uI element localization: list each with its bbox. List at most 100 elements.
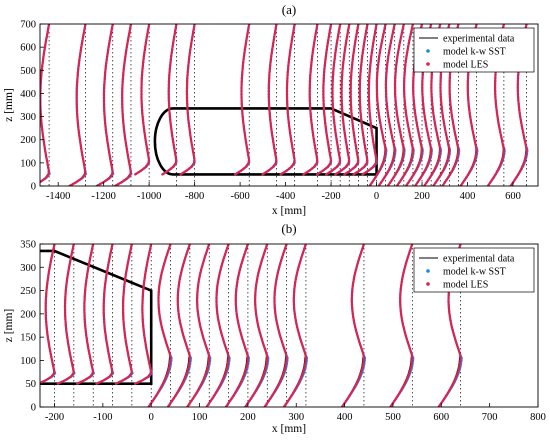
legend-swatch [426, 282, 430, 286]
profile-sst [389, 244, 415, 407]
profile-sst [282, 244, 309, 407]
profile-les [386, 24, 405, 186]
profile-les [134, 24, 151, 176]
x-tick-label: 0 [374, 191, 379, 202]
profile-sst [244, 244, 270, 407]
profile-les [205, 244, 230, 407]
x-tick-label: 0 [149, 412, 154, 423]
panel-b: (b) -200 -100 0 100 200 300 400 500 600 700 800 0 50 1… [3, 221, 546, 435]
profile-exp [341, 244, 365, 407]
y-tick-label: 200 [20, 309, 36, 320]
x-tick-label: -1000 [137, 191, 162, 202]
profile-les [179, 24, 196, 176]
profile-les [263, 244, 288, 407]
x-tick-label: 100 [192, 412, 208, 423]
y-tick-label: 500 [20, 66, 36, 77]
y-axis-label: z [mm] [3, 309, 15, 343]
x-tick-label: 800 [530, 412, 546, 423]
legend-box [413, 247, 535, 293]
profile-les [244, 244, 269, 407]
profile-les [325, 24, 342, 176]
profile-les [95, 24, 114, 186]
profile-les [334, 24, 351, 176]
y-tick-label: 400 [20, 89, 36, 100]
x-tick-label: -1400 [46, 191, 71, 202]
profile-les [261, 24, 278, 176]
panel-title: (a) [282, 2, 296, 17]
x-tick-label: 400 [460, 191, 476, 202]
legend-entry: experimental data [443, 34, 515, 45]
y-axis-label: z [mm] [3, 88, 15, 122]
profile-les [224, 244, 249, 407]
profile-les [166, 244, 191, 407]
x-tick-label: 600 [505, 191, 521, 202]
y-tick-label: 700 [20, 20, 36, 31]
y-tick-label: 250 [20, 286, 36, 297]
profile-les [377, 24, 396, 186]
y-tick-label: 200 [20, 135, 36, 146]
profile-les [352, 24, 369, 176]
profile-les [95, 244, 114, 385]
x-tick-label: 300 [288, 412, 304, 423]
profile-exp [167, 244, 191, 407]
x-tick-label: -600 [230, 191, 249, 202]
profile-les [282, 244, 308, 407]
x-tick-label: 500 [385, 412, 401, 423]
x-axis-label: x [mm] [272, 423, 306, 435]
profile-exp [206, 244, 230, 407]
x-axis-label: x [mm] [272, 205, 306, 217]
profile-sst [340, 244, 367, 407]
profile-les [395, 24, 415, 186]
profile-sst [224, 244, 251, 407]
profile-les [343, 24, 360, 176]
x-tick-label: 200 [240, 412, 256, 423]
profile-les [316, 24, 333, 176]
y-tick-label: 350 [20, 240, 36, 251]
x-tick-label: 700 [482, 412, 498, 423]
plot-area [40, 244, 463, 407]
x-tick-label: 600 [433, 412, 449, 423]
legend: experimental data model k-w SST model LES [413, 27, 535, 73]
profile-les [113, 24, 133, 186]
legend-entry: model LES [443, 280, 488, 291]
profile-exp [225, 244, 249, 407]
profile-les [361, 24, 378, 176]
profile-exp [283, 244, 307, 407]
y-tick-label: 100 [20, 158, 36, 169]
y-tick-label: 100 [20, 356, 36, 367]
x-tick-label: -100 [93, 412, 112, 423]
profile-exp [389, 244, 413, 407]
x-tick-label: -400 [276, 191, 295, 202]
profile-les [161, 24, 178, 176]
legend-swatch [426, 62, 430, 66]
profile-les [147, 244, 172, 407]
profile-exp [186, 244, 210, 407]
y-tick-label: 150 [20, 333, 36, 344]
profile-les [368, 24, 387, 186]
legend-entry: model k-w SST [443, 47, 506, 58]
profile-les [302, 24, 319, 176]
profile-les [340, 244, 366, 407]
profile-exp [244, 244, 268, 407]
y-tick-label: 600 [20, 43, 36, 54]
y-tick-label: 0 [31, 403, 36, 414]
axes-box [39, 243, 539, 408]
legend-entry: experimental data [443, 254, 515, 265]
profile-sst [186, 244, 212, 407]
profile-les [56, 244, 75, 385]
x-tick-label: -800 [185, 191, 204, 202]
profile-les [40, 244, 56, 385]
panel-a: (a) -1400 -1200 -1000 -800 -600 -400 -200 0 200 40… [3, 2, 539, 217]
legend-entry: model LES [443, 60, 488, 71]
profile-sst [263, 244, 289, 407]
legend: experimental data model k-w SST model LES [413, 247, 535, 293]
profile-sst [166, 244, 193, 407]
legend-swatch [426, 269, 430, 273]
x-tick-label: -200 [45, 412, 64, 423]
body-outline [40, 249, 153, 386]
legend-box [413, 27, 535, 73]
y-tick-label: 50 [26, 379, 37, 390]
profile-les [279, 24, 296, 176]
